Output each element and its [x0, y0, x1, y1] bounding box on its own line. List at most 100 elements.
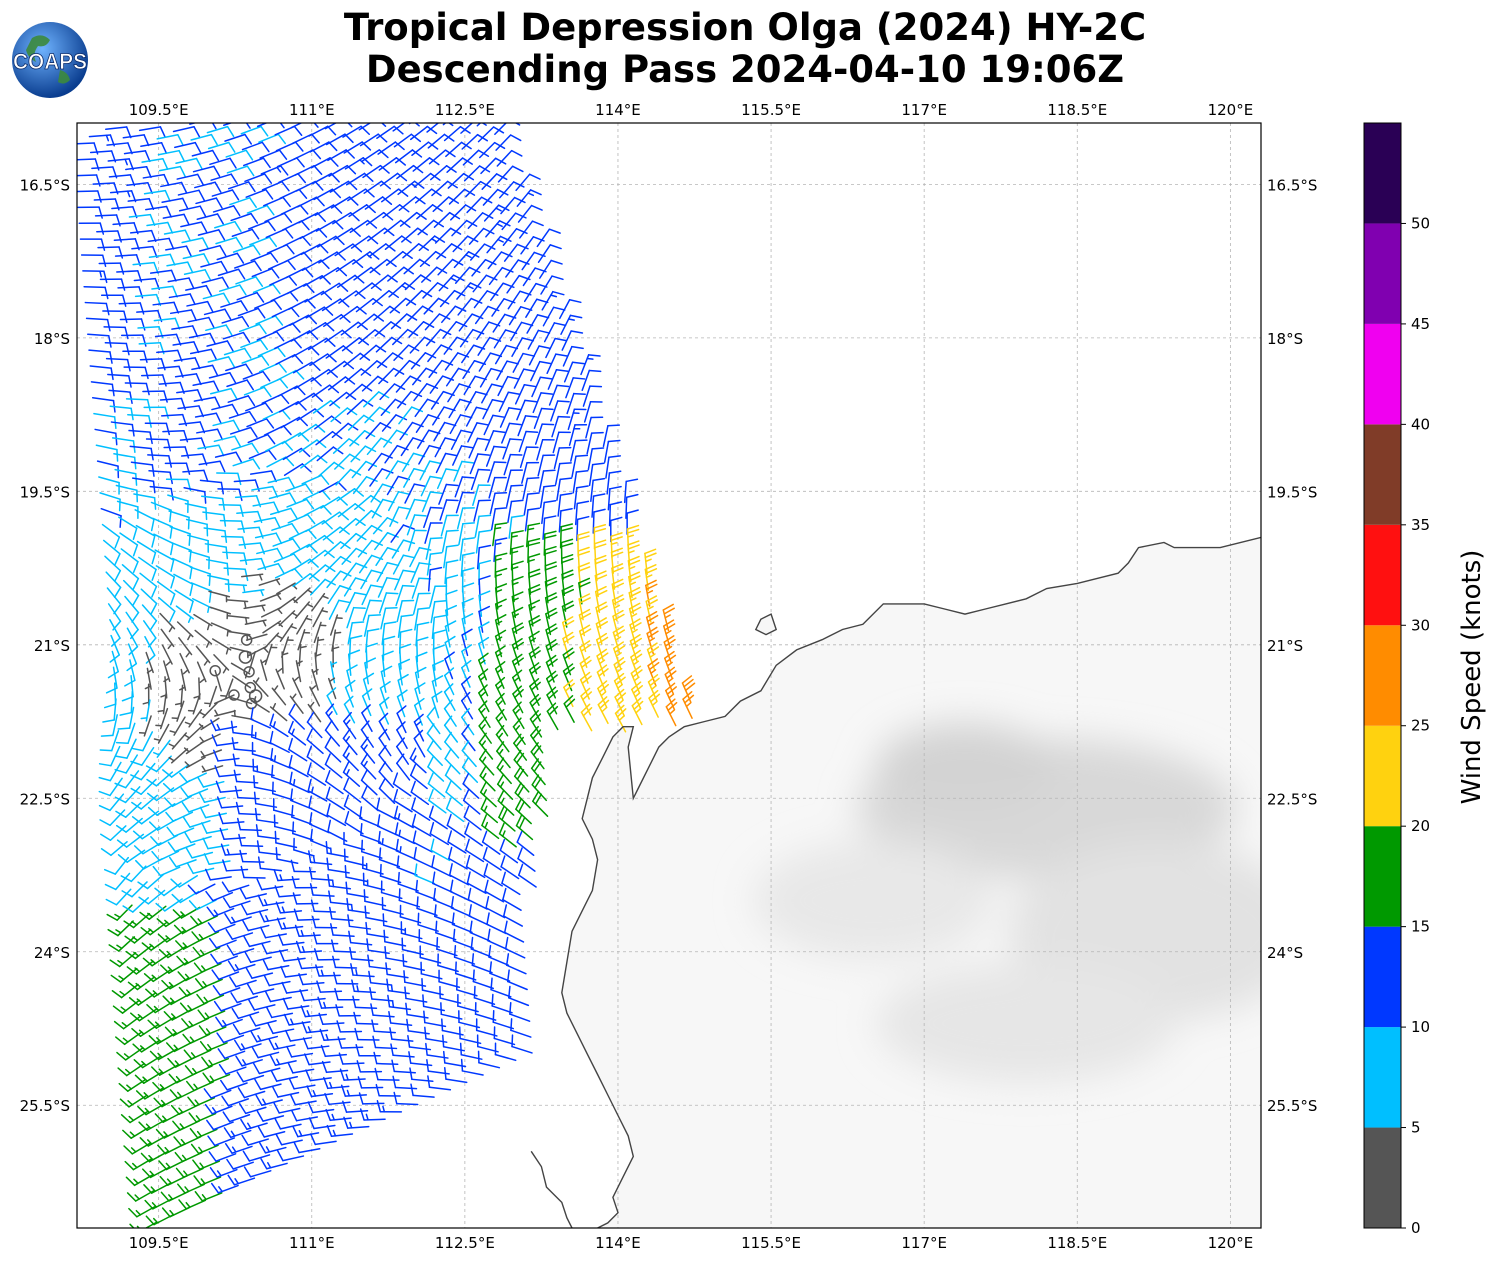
wind-barb: [499, 407, 522, 428]
wind-barb: [222, 331, 251, 343]
wind-barb: [394, 149, 423, 164]
wind-barb: [597, 680, 609, 709]
wind-barb: [120, 548, 139, 574]
wind-barb: [115, 722, 136, 745]
wind-barb: [334, 987, 360, 1001]
wind-barb: [241, 1134, 270, 1146]
wind-barb: [241, 141, 270, 153]
wind-barb: [268, 1038, 296, 1051]
wind-barb: [396, 164, 424, 180]
wind-barb: [326, 1124, 354, 1138]
wind-barb: [220, 843, 247, 856]
wind-barb: [313, 948, 340, 961]
wind-barb: [199, 806, 227, 819]
wind-barb: [350, 445, 377, 463]
wind-barb: [410, 780, 430, 806]
wind-barb: [476, 544, 492, 570]
wind-barb: [529, 693, 541, 722]
wind-barb: [226, 1158, 254, 1170]
wind-barb: [496, 757, 512, 785]
wind-barb: [411, 813, 432, 837]
wind-barb: [178, 421, 206, 434]
wind-barb: [361, 688, 373, 717]
wind-barb: [396, 599, 415, 623]
wind-barb: [199, 701, 219, 719]
wind-barb: [380, 880, 403, 900]
wind-barb: [230, 992, 259, 1004]
wind-barb: [193, 613, 213, 631]
colorbar-tick-label: 15: [1411, 918, 1430, 936]
wind-barb: [594, 585, 608, 614]
wind-barb: [98, 777, 123, 797]
wind-barb: [414, 863, 436, 885]
wind-barb: [597, 696, 610, 725]
wind-barb: [122, 134, 150, 147]
wind-barb: [221, 881, 250, 893]
wind-barb: [553, 446, 572, 470]
wind-barb: [614, 704, 627, 733]
wind-barb: [513, 765, 530, 793]
wind-barb: [522, 477, 540, 500]
wind-barb: [192, 380, 220, 393]
wind-barb: [473, 290, 499, 309]
lat-tick-label: 24°S: [34, 944, 70, 962]
wind-barb: [184, 502, 208, 521]
wind-barb: [354, 494, 381, 510]
wind-barb: [359, 1108, 386, 1121]
wind-barb: [410, 1083, 435, 1098]
wind-barb: [105, 357, 131, 372]
wind-barb: [242, 370, 271, 382]
wind-barb: [249, 1015, 277, 1027]
wind-barb: [227, 181, 256, 193]
wind-barb: [602, 424, 621, 448]
wind-barb: [276, 369, 305, 381]
wind-barb: [450, 895, 472, 918]
wind-barb: [328, 599, 351, 620]
wind-barb: [305, 1069, 332, 1082]
wind-barb: [400, 921, 423, 940]
wind-barb: [238, 323, 267, 335]
wind-barb: [98, 793, 125, 812]
wind-barb: [361, 584, 383, 606]
wind-barb: [588, 462, 605, 487]
wind-barb: [147, 237, 175, 250]
wind-barb: [89, 365, 114, 381]
wind-barb: [236, 291, 265, 303]
wind-barb: [168, 856, 197, 868]
wind-barb: [508, 514, 524, 539]
wind-barb: [229, 197, 257, 208]
wind-barb: [398, 888, 421, 908]
wind-barb: [478, 590, 491, 618]
wind-barb: [527, 329, 551, 350]
wind-barb: [99, 492, 121, 512]
wind-barb: [460, 123, 487, 134]
wind-barb: [293, 1141, 321, 1154]
wind-barb: [611, 563, 624, 590]
wind-barb: [607, 485, 622, 511]
wind-barb: [452, 928, 474, 949]
wind-barb: [392, 772, 412, 797]
colorbar-tick-label: 0: [1411, 1219, 1421, 1237]
wind-barb: [316, 446, 344, 462]
wind-barb: [475, 1018, 498, 1037]
wind-barb: [451, 912, 473, 934]
wind-barb: [413, 713, 425, 742]
wind-barb: [548, 384, 570, 406]
wind-barb: [315, 964, 341, 977]
wind-barb: [280, 965, 307, 978]
wind-barb: [209, 157, 237, 169]
wind-barb: [538, 469, 556, 493]
wind-barb: [144, 422, 171, 436]
wind-barb: [493, 537, 508, 563]
wind-barb: [370, 1003, 395, 1018]
wind-barb: [80, 254, 107, 268]
wind-barb: [595, 617, 609, 645]
wind-barb: [312, 607, 328, 628]
wind-barb: [340, 1084, 368, 1097]
wind-barb: [203, 308, 232, 320]
wind-barb: [298, 973, 325, 986]
wind-barb: [291, 804, 313, 825]
wind-barb: [528, 599, 541, 627]
wind-barb: [518, 430, 539, 453]
